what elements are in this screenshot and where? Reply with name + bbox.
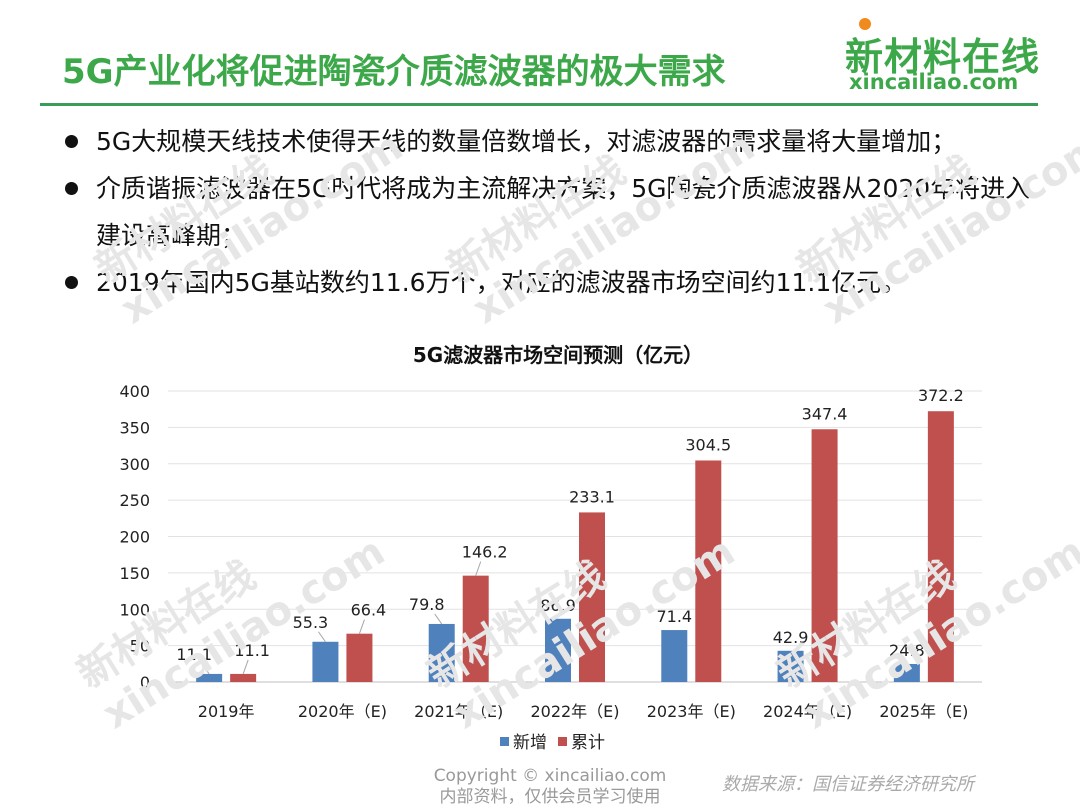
bar-cumulative — [695, 460, 722, 682]
bar-cumulative — [462, 575, 489, 682]
data-label-cumulative: 233.1 — [569, 487, 615, 506]
logo-sun-icon — [859, 18, 871, 30]
bar-new — [661, 630, 688, 682]
data-label-cumulative: 146.2 — [462, 543, 508, 562]
data-label-cumulative: 372.2 — [918, 386, 964, 405]
x-tick-label: 2024年（E) — [763, 702, 852, 721]
y-tick-label: 200 — [119, 528, 150, 547]
bar-new — [545, 618, 571, 682]
bar-cumulative — [927, 411, 954, 682]
bullet-item: 介质谐振滤波器在5G时代将成为主流解决方案，5G陶瓷介质滤波器从2020年将进入… — [62, 165, 1032, 259]
bar-cumulative — [346, 633, 373, 682]
data-label-cumulative: 304.5 — [685, 435, 731, 454]
leader-line — [201, 663, 210, 675]
y-tick-label: 400 — [119, 382, 150, 401]
bar-new — [428, 623, 455, 682]
x-tick-label: 2022年（E) — [530, 702, 619, 721]
bar-new — [777, 650, 804, 682]
bullet-dot-icon — [65, 182, 78, 195]
chart-title: 5G滤波器市场空间预测（亿元） — [413, 343, 703, 367]
data-source: 数据来源：国信证券经济研究所 — [722, 774, 974, 795]
bullet-dot-icon — [65, 276, 78, 289]
x-tick-label: 2025年（E) — [879, 702, 968, 721]
bullet-text: 2019年国内5G基站数约11.6万个，对应的滤波器市场空间约11.1亿元。 — [96, 268, 907, 297]
x-tick-label: 2021年（E) — [414, 702, 503, 721]
internal-note: 内部资料，仅供会员学习使用 — [439, 787, 661, 807]
bullet-dot-icon — [65, 135, 78, 148]
page-title: 5G产业化将促进陶瓷介质滤波器的极大需求 — [62, 52, 726, 92]
copyright-text: Copyright © xincailiao.com — [433, 766, 667, 786]
y-tick-label: 350 — [119, 418, 150, 437]
y-tick-label: 150 — [119, 564, 150, 583]
logo-chinese-text: 新材料在线 — [845, 35, 1041, 79]
bullet-list: 5G大规模天线技术使得天线的数量倍数增长，对滤波器的需求量将大量增加； 介质谐振… — [62, 118, 1032, 306]
footer: Copyright © xincailiao.com 内部资料，仅供会员学习使用 — [420, 766, 680, 808]
data-label-new: 42.9 — [773, 628, 809, 647]
bullet-item: 5G大规模天线技术使得天线的数量倍数增长，对滤波器的需求量将大量增加； — [62, 118, 1032, 165]
x-tick-label: 2020年（E) — [298, 702, 387, 721]
bar-new — [893, 663, 920, 682]
bar-cumulative — [811, 429, 838, 682]
bar-new — [312, 641, 339, 682]
leader-line — [318, 631, 326, 643]
legend-label-new: 新增 — [513, 733, 547, 753]
legend-swatch-cumulative — [558, 737, 567, 746]
data-label-new: 11.1 — [176, 645, 212, 664]
bar-cumulative — [230, 673, 257, 682]
data-label-new: 24.8 — [889, 641, 925, 660]
leader-line — [358, 619, 365, 634]
bullet-text: 介质谐振滤波器在5G时代将成为主流解决方案，5G陶瓷介质滤波器从2020年将进入… — [96, 174, 1031, 250]
legend-label-cumulative: 累计 — [571, 733, 605, 753]
data-label-new: 55.3 — [293, 613, 329, 632]
legend-swatch-new — [500, 737, 509, 746]
leader-line — [242, 659, 249, 675]
leader-line — [475, 561, 482, 576]
bullet-item: 2019年国内5G基站数约11.6万个，对应的滤波器市场空间约11.1亿元。 — [62, 259, 1032, 306]
leader-line — [434, 613, 443, 625]
data-label-new: 79.8 — [409, 595, 445, 614]
x-tick-label: 2023年（E) — [647, 702, 736, 721]
x-tick-label: 2019年 — [198, 702, 255, 721]
brand-logo[interactable]: 新材料在线 xincailiao.com — [845, 18, 1045, 96]
title-divider — [40, 103, 1038, 106]
y-tick-label: 100 — [119, 600, 150, 619]
y-tick-label: 300 — [119, 455, 150, 474]
data-label-cumulative: 66.4 — [351, 601, 387, 620]
y-tick-label: 0 — [140, 673, 150, 692]
data-label-new: 71.4 — [656, 607, 692, 626]
bullet-text: 5G大规模天线技术使得天线的数量倍数增长，对滤波器的需求量将大量增加； — [96, 127, 957, 156]
data-label-cumulative: 347.4 — [802, 404, 848, 423]
logo-english-text: xincailiao.com — [849, 70, 1019, 94]
data-label-cumulative: 11.1 — [234, 641, 270, 660]
bar-new — [196, 673, 223, 682]
data-label-new: 86.9 — [540, 596, 576, 615]
y-tick-label: 50 — [130, 637, 150, 656]
y-tick-label: 250 — [119, 491, 150, 510]
bar-cumulative — [579, 512, 605, 682]
